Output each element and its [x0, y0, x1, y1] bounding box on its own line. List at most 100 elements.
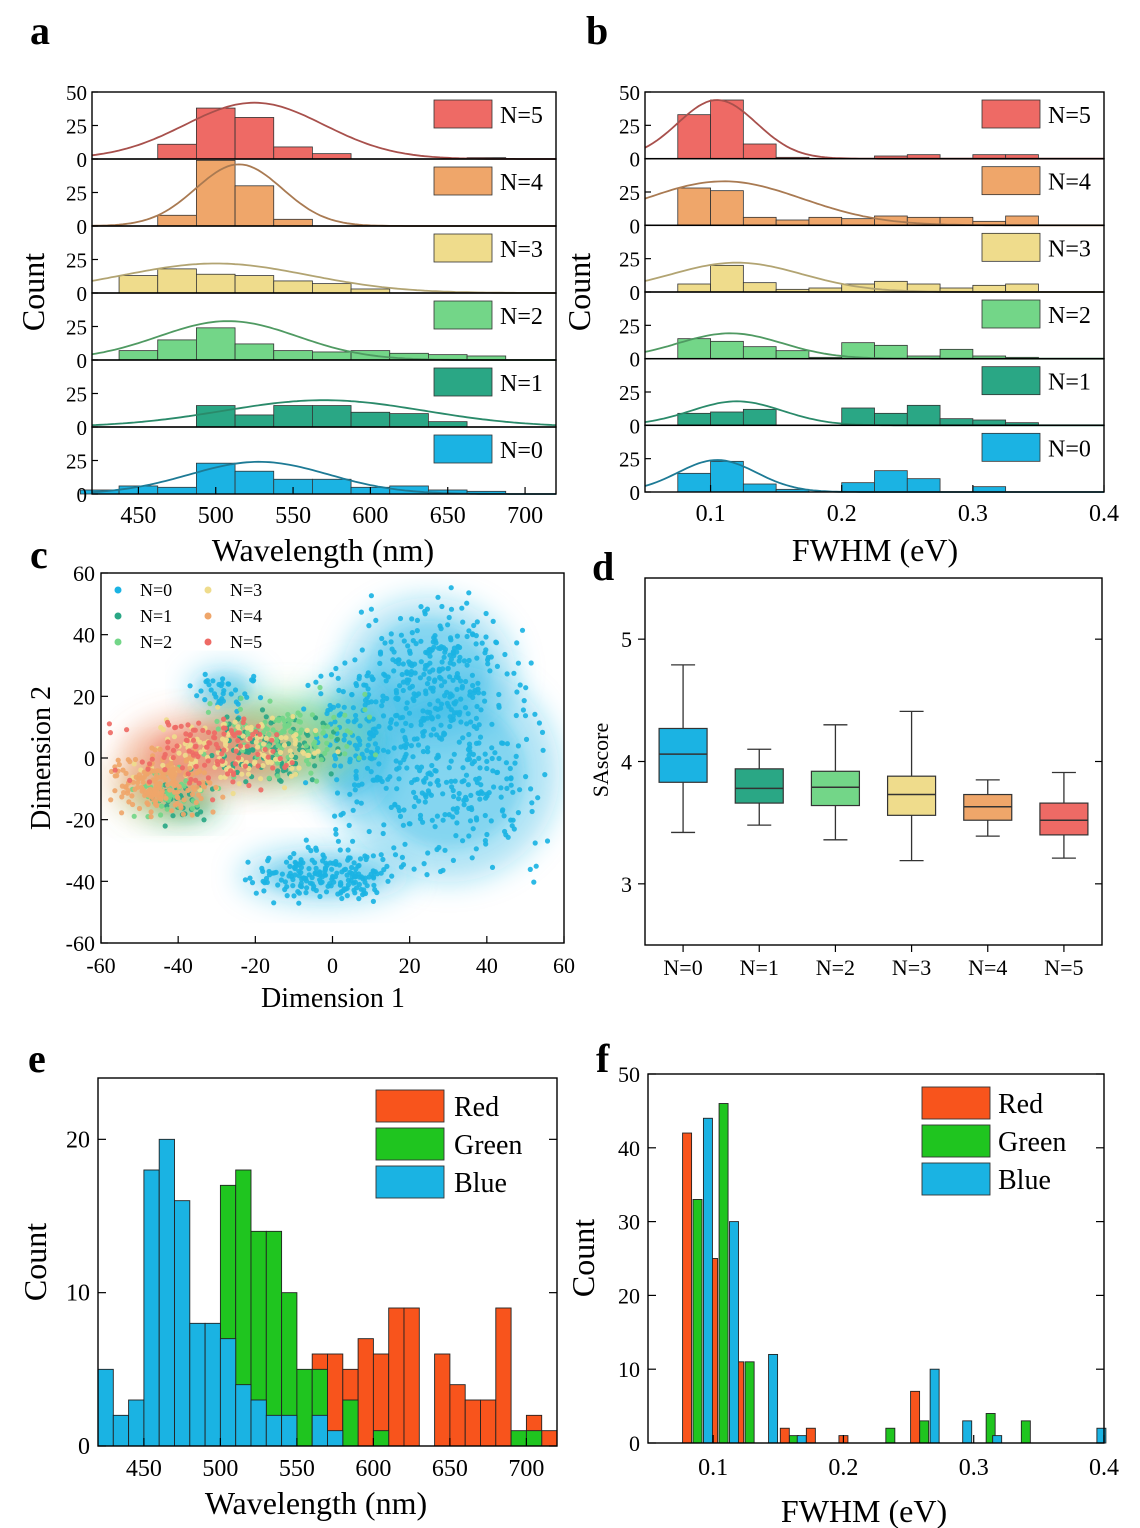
c-point-N=0: [454, 820, 460, 826]
c-point-N=0: [187, 683, 193, 689]
c-point-N=0: [542, 772, 548, 778]
e-ytick-label: 10: [66, 1281, 90, 1307]
c-point-N=4: [158, 796, 164, 802]
c-point-N=2: [328, 734, 334, 740]
a-xtick-label: 650: [430, 503, 466, 529]
c-point-N=4: [169, 780, 175, 786]
c-point-N=4: [161, 774, 167, 780]
c-point-N=2: [181, 783, 187, 789]
c-point-N=0: [356, 782, 362, 788]
c-point-N=0: [350, 705, 356, 711]
c-point-N=0: [356, 896, 362, 902]
c-point-N=0: [454, 633, 460, 639]
f-bar: [992, 1435, 1003, 1444]
c-point-N=0: [446, 765, 452, 771]
c-point-N=0: [517, 682, 523, 688]
panel-label-c: c: [30, 532, 48, 577]
c-point-N=0: [352, 890, 358, 896]
c-point-N=0: [360, 892, 366, 898]
c-point-N=0: [275, 882, 281, 888]
c-point-N=0: [441, 654, 447, 660]
c-point-N=0: [408, 722, 414, 729]
c-point-N=4: [144, 800, 150, 806]
c-point-N=0: [483, 795, 489, 801]
c-point-N=0: [338, 882, 344, 888]
c-point-N=0: [261, 888, 267, 894]
c-point-N=0: [494, 769, 500, 776]
c-point-N=5: [184, 737, 190, 744]
e-bar: [250, 1399, 267, 1447]
c-point-N=0: [476, 722, 482, 728]
c-point-N=0: [313, 679, 319, 685]
c-point-N=0: [334, 870, 340, 876]
c-point-N=0: [438, 722, 444, 728]
c-point-N=0: [282, 879, 288, 885]
c-point-N=0: [323, 889, 330, 895]
c-point-N=0: [330, 704, 337, 710]
c-point-N=4: [169, 808, 175, 814]
e-legend-label: Blue: [454, 1168, 507, 1199]
c-point-N=5: [173, 724, 179, 730]
f-legend-swatch: [921, 1086, 991, 1120]
c-point-N=0: [507, 765, 513, 772]
c-point-N=3: [260, 763, 266, 769]
c-point-N=0: [465, 711, 471, 717]
e-xtick-label: 450: [126, 1456, 162, 1482]
c-point-N=0: [501, 813, 507, 819]
c-point-N=2: [295, 710, 301, 716]
a-subplot-N=2: N=2 0 25: [66, 300, 556, 373]
c-point-N=5: [235, 737, 241, 744]
e-legend-swatch: [375, 1089, 445, 1123]
c-point-N=0: [489, 864, 496, 871]
c-legend-label: N=3: [230, 580, 262, 600]
c-point-N=1: [320, 720, 326, 726]
a-legend-label: N=4: [500, 170, 543, 196]
c-point-N=0: [528, 786, 534, 792]
c-point-N=0: [454, 671, 460, 677]
c-point-N=0: [204, 678, 211, 684]
f-legend-label: Red: [998, 1089, 1043, 1120]
c-point-N=0: [427, 770, 433, 776]
c-point-N=0: [414, 617, 420, 624]
c-point-N=3: [252, 759, 258, 765]
c-point-N=2: [282, 722, 288, 728]
b-bar: [841, 407, 875, 426]
c-point-N=0: [459, 683, 465, 690]
c-point-N=0: [370, 898, 376, 905]
c-point-N=0: [396, 661, 402, 667]
f-xtick-label: 0.2: [828, 1455, 858, 1481]
c-point-N=0: [409, 683, 415, 690]
c-point-N=4: [126, 799, 132, 805]
c-point-N=0: [368, 769, 374, 775]
c-point-N=0: [350, 807, 356, 813]
c-point-N=0: [456, 739, 462, 745]
a-bar: [157, 268, 197, 294]
c-point-N=0: [504, 671, 510, 677]
b-bar: [972, 284, 1007, 293]
c-point-N=0: [211, 691, 218, 697]
c-point-N=0: [253, 890, 259, 896]
e-bar: [525, 1430, 543, 1447]
c-point-N=5: [235, 755, 242, 761]
e-series-Blue: [97, 1138, 344, 1447]
c-point-N=0: [364, 747, 370, 754]
c-point-N=0: [249, 880, 256, 886]
c-point-N=0: [297, 883, 303, 889]
c-point-N=2: [372, 752, 379, 758]
c-point-N=4: [152, 798, 159, 805]
c-point-N=0: [397, 615, 404, 622]
c-point-N=4: [181, 797, 187, 803]
b-ytick-label: 0: [630, 414, 641, 438]
c-point-N=0: [499, 808, 505, 814]
c-point-N=4: [189, 791, 196, 797]
b-xtick-label: 0.1: [696, 501, 726, 527]
b-bar: [808, 216, 843, 226]
c-point-N=0: [427, 660, 433, 666]
c-ytick-label: 20: [73, 684, 95, 709]
c-ytick-label: 0: [84, 746, 95, 771]
c-point-N=5: [127, 777, 133, 784]
c-point-N=0: [347, 759, 353, 765]
c-ytick-label: -60: [66, 931, 95, 956]
c-point-N=0: [263, 875, 270, 882]
c-point-N=0: [464, 633, 470, 640]
